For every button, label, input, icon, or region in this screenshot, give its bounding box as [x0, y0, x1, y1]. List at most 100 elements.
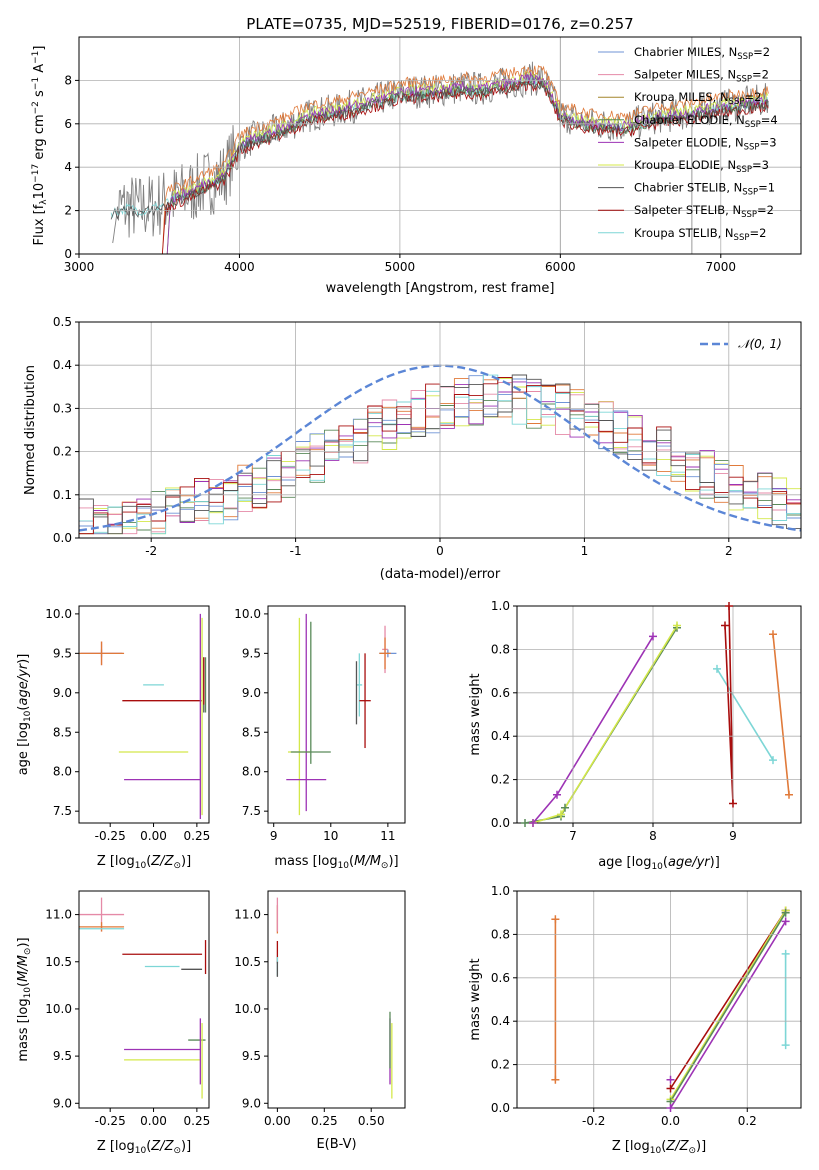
y-tick-label: 0.2 — [53, 445, 72, 459]
x-tick-label: 0.50 — [358, 1114, 385, 1128]
weight-marker — [781, 917, 790, 926]
weight-line — [772, 634, 790, 795]
y-tick-label: 0.4 — [53, 358, 72, 372]
weight-marker — [673, 621, 681, 630]
plot-content — [79, 613, 207, 820]
x-axis-label: wavelength [Angstrom, rest frame] — [326, 281, 555, 296]
axes-frame — [78, 605, 210, 824]
y-tick-label: 10.0 — [234, 607, 261, 621]
weight-marker — [781, 908, 790, 917]
y-tick-label: 0.4 — [491, 729, 510, 743]
x-tick-label: 0.25 — [184, 829, 211, 843]
plot-area: 3000 4000 5000 6000 7000 0 2 4 6 8 Chabrier MILES,… — [16, 36, 802, 1156]
weight-marker — [769, 630, 777, 639]
y-axis-label: Normed distribution — [23, 365, 38, 495]
y-tick-label: 10.0 — [45, 607, 72, 621]
plot-content — [554, 910, 787, 1108]
axes-frame — [267, 605, 406, 824]
weight-marker — [729, 799, 737, 808]
chart-residuals: -2 -1 0 1 2 0.0 0.1 0.2 0.3 0.4 0.5 𝒩(0, 1) (data-mo… — [23, 315, 802, 582]
chart-spectrum: 3000 4000 5000 6000 7000 0 2 4 6 8 Chabrier MILES,… — [31, 36, 802, 296]
plot-content — [286, 613, 397, 816]
y-tick-label: 8.0 — [242, 765, 261, 779]
x-tick-label: -0.25 — [95, 829, 126, 843]
weight-marker — [529, 819, 537, 827]
y-tick-label: 8.5 — [53, 725, 72, 739]
y-tick-label: 9.5 — [242, 646, 261, 660]
y-tick-label: 1.0 — [491, 884, 510, 898]
y-tick-label: 9.5 — [53, 1049, 72, 1063]
chart-weight_vs_Z: -0.2 0.0 0.2 0.0 0.2 0.4 0.6 0.8 1.0 Z [log10(Z/Z… — [468, 884, 802, 1156]
legend-label: Salpeter MILES, NSSP=2 — [634, 68, 769, 85]
weight-line — [669, 910, 787, 1100]
y-tick-label: 0.0 — [53, 531, 72, 545]
x-tick-label: 8 — [649, 829, 657, 843]
y-tick-label: 1.0 — [491, 599, 510, 613]
y-tick-label: 6 — [64, 117, 72, 131]
y-tick-label: 10.5 — [45, 955, 72, 969]
x-tick-label: 0.25 — [184, 1114, 211, 1128]
weight-marker — [713, 664, 721, 673]
weight-marker — [649, 632, 657, 641]
y-tick-label: 10.5 — [234, 955, 261, 969]
axes-frame — [78, 890, 210, 1109]
weight-marker — [553, 790, 561, 799]
y-tick-label: 0.3 — [53, 401, 72, 415]
y-tick-label: 0.5 — [53, 315, 72, 329]
weight-line — [724, 606, 734, 804]
x-tick-label: 0.0 — [661, 1114, 680, 1128]
weight-marker — [725, 602, 733, 610]
y-tick-label: 8.5 — [242, 725, 261, 739]
x-axis-label: mass [log10(M/M⊙)] — [274, 854, 398, 871]
weight-marker — [561, 803, 569, 812]
x-axis-label: (data-model)/error — [380, 567, 501, 582]
x-tick-label: -2 — [145, 544, 157, 558]
y-axis-label: mass weight — [468, 958, 483, 1040]
legend-label: Kroupa ELODIE, NSSP=3 — [634, 158, 769, 175]
y-tick-label: 0.8 — [491, 642, 510, 656]
weight-marker — [769, 756, 777, 765]
x-tick-label: 7000 — [706, 260, 737, 274]
plot-content — [79, 897, 207, 1099]
y-tick-label: 9.5 — [242, 1049, 261, 1063]
y-tick-label: 7.5 — [53, 804, 72, 818]
y-tick-label: 10.0 — [45, 1002, 72, 1016]
axes-frame — [516, 605, 802, 824]
x-axis-label: Z [log10(Z/Z⊙)] — [97, 1139, 191, 1156]
weight-line — [532, 625, 678, 823]
y-tick-label: 0 — [64, 247, 72, 261]
weight-marker — [721, 621, 729, 630]
model-spectrum — [110, 80, 769, 220]
x-tick-label: 0.00 — [140, 829, 167, 843]
x-tick-label: 5000 — [385, 260, 416, 274]
y-tick-label: 0.1 — [53, 488, 72, 502]
chart-age_vs_Z: -0.25 0.00 0.25 7.5 8.0 8.5 9.0 9.5 10.0 Z [log10… — [16, 605, 211, 871]
x-tick-label: 9 — [729, 829, 737, 843]
legend-label: Kroupa STELIB, NSSP=2 — [634, 226, 766, 243]
y-tick-label: 9.0 — [242, 1096, 261, 1110]
y-tick-label: 8 — [64, 73, 72, 87]
x-tick-label: 0.00 — [264, 1114, 291, 1128]
weight-marker — [521, 819, 529, 827]
y-axis-label: Flux [fλ10−17 erg cm−2 s−1 A−1] — [31, 46, 49, 246]
y-tick-label: 11.0 — [45, 908, 72, 922]
y-axis-label: age [log10(age/yr)] — [16, 654, 33, 776]
figure-title: PLATE=0735, MJD=52519, FIBERID=0176, z=0… — [246, 15, 633, 33]
weight-line — [716, 668, 774, 761]
legend-label: Salpeter ELODIE, NSSP=3 — [634, 135, 777, 152]
y-tick-label: 0.0 — [491, 816, 510, 830]
legend-label: Salpeter STELIB, NSSP=2 — [634, 203, 774, 220]
x-tick-label: -0.25 — [95, 1114, 126, 1128]
weight-marker — [666, 1104, 675, 1112]
x-tick-label: 9 — [270, 829, 278, 843]
weight-marker — [666, 1075, 675, 1084]
y-tick-label: 0.4 — [491, 1014, 510, 1028]
y-tick-label: 0.0 — [491, 1101, 510, 1115]
y-tick-label: 7.5 — [242, 804, 261, 818]
x-axis-label: Z [log10(Z/Z⊙)] — [612, 1139, 706, 1156]
weight-line — [532, 635, 654, 823]
y-tick-label: 0.6 — [491, 971, 510, 985]
y-tick-label: 0.2 — [491, 773, 510, 787]
x-tick-label: 7 — [569, 829, 577, 843]
